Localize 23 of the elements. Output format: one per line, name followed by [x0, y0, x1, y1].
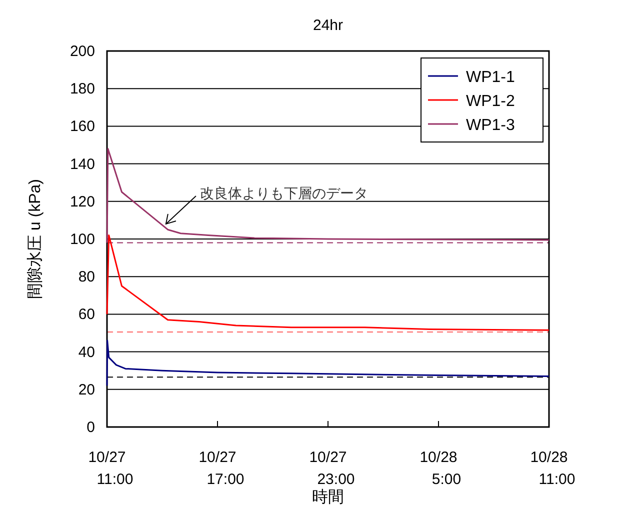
legend-label: WP1-3	[466, 117, 515, 134]
legend-label: WP1-2	[466, 93, 515, 110]
y-tick-label: 120	[70, 193, 95, 210]
x-tick-label: 10/27 17:00	[198, 449, 244, 488]
y-tick-label: 40	[78, 344, 95, 361]
x-tick-label: 10/28 11:00	[530, 449, 576, 488]
y-tick-label: 20	[78, 381, 95, 398]
chart-title: 24hr	[312, 17, 344, 34]
x-tick-label: 10/28 5:00	[420, 449, 462, 488]
y-tick-label: 0	[86, 419, 95, 436]
y-tick-label: 180	[70, 80, 95, 98]
y-tick-label: 80	[78, 268, 95, 286]
y-tick-label: 200	[70, 43, 95, 60]
x-axis-title: 時間	[312, 488, 344, 506]
y-tick-label: 100	[70, 231, 95, 248]
y-tick-label: 60	[78, 306, 95, 324]
y-tick-label: 160	[70, 118, 95, 136]
y-axis-title: 間隙水圧 u (kPa)	[26, 178, 44, 300]
annotation: 改良体よりも下層のデータ	[200, 184, 368, 201]
x-tick-label: 10/27 11:00	[88, 449, 134, 488]
y-tick-label: 140	[70, 156, 95, 173]
legend-label: WP1-1	[466, 69, 515, 86]
x-tick-label: 10/27 23:00	[309, 449, 355, 488]
